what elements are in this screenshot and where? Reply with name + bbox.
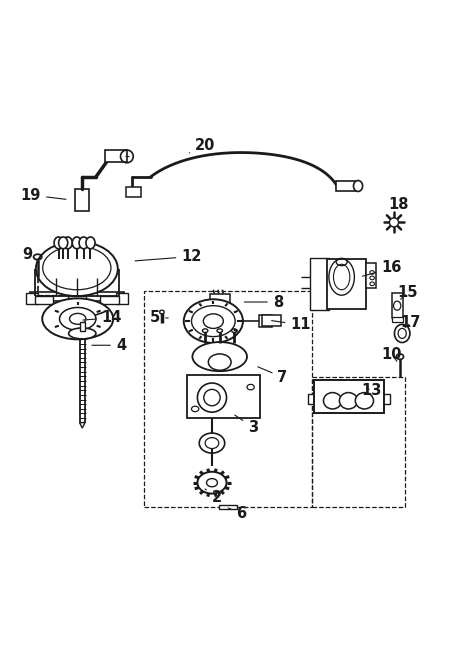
Bar	[187, 375, 260, 418]
Bar	[392, 293, 403, 318]
Text: 9: 9	[23, 247, 39, 262]
Bar	[35, 296, 53, 304]
Ellipse shape	[184, 299, 243, 343]
Bar	[310, 258, 329, 310]
Ellipse shape	[54, 237, 63, 249]
Ellipse shape	[199, 433, 225, 453]
Text: 15: 15	[397, 286, 418, 301]
Bar	[314, 380, 383, 413]
Ellipse shape	[69, 328, 96, 339]
Bar	[336, 181, 358, 192]
Text: 8: 8	[244, 295, 283, 310]
Bar	[309, 394, 316, 404]
Text: 14: 14	[83, 310, 122, 326]
Ellipse shape	[354, 181, 363, 192]
Bar	[210, 294, 230, 305]
Ellipse shape	[356, 393, 374, 409]
Text: 10: 10	[382, 347, 402, 362]
Bar	[219, 504, 237, 509]
Text: 3: 3	[235, 415, 258, 435]
Text: 17: 17	[401, 315, 421, 330]
Text: 2: 2	[205, 489, 221, 505]
Bar	[366, 263, 376, 288]
Ellipse shape	[339, 393, 357, 409]
Bar	[75, 189, 89, 211]
Text: 4: 4	[92, 338, 126, 353]
Bar	[262, 315, 281, 326]
Ellipse shape	[60, 308, 96, 330]
Text: 20: 20	[190, 137, 215, 153]
Bar	[26, 293, 38, 304]
Ellipse shape	[36, 241, 118, 296]
Bar	[68, 296, 86, 304]
Text: 5: 5	[150, 310, 168, 326]
Bar	[80, 322, 84, 331]
Bar	[327, 259, 366, 309]
Ellipse shape	[59, 237, 68, 249]
Text: 11: 11	[272, 317, 311, 332]
Ellipse shape	[72, 237, 82, 249]
Ellipse shape	[63, 237, 72, 249]
Ellipse shape	[197, 471, 227, 493]
Text: 13: 13	[361, 383, 382, 398]
Text: 16: 16	[363, 261, 402, 276]
Bar	[116, 293, 128, 304]
Bar	[392, 317, 403, 322]
Bar	[144, 291, 312, 507]
Text: 19: 19	[21, 188, 66, 203]
Bar	[312, 377, 405, 507]
Text: 18: 18	[388, 197, 409, 218]
Ellipse shape	[192, 342, 247, 371]
Polygon shape	[80, 422, 85, 428]
Ellipse shape	[42, 299, 113, 339]
Ellipse shape	[394, 324, 410, 342]
Ellipse shape	[370, 276, 374, 280]
Ellipse shape	[86, 237, 95, 249]
Text: 7: 7	[258, 367, 288, 384]
Bar	[259, 315, 273, 326]
Bar	[383, 394, 390, 404]
Bar	[105, 150, 127, 163]
Ellipse shape	[79, 237, 88, 249]
Bar	[100, 296, 118, 304]
Ellipse shape	[323, 393, 342, 409]
Text: 6: 6	[228, 506, 246, 521]
Bar	[30, 292, 124, 301]
Ellipse shape	[209, 354, 231, 370]
Bar	[126, 187, 141, 197]
Ellipse shape	[370, 271, 374, 274]
Ellipse shape	[197, 383, 227, 412]
Ellipse shape	[390, 218, 399, 227]
Ellipse shape	[370, 282, 374, 286]
Text: 12: 12	[135, 249, 201, 264]
